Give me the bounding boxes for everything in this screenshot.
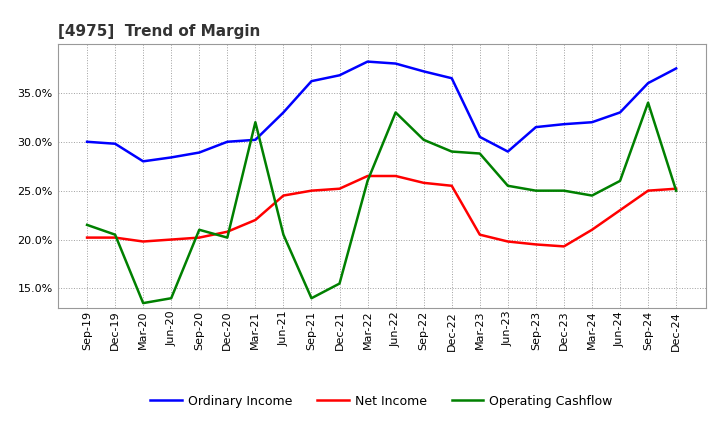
Legend: Ordinary Income, Net Income, Operating Cashflow: Ordinary Income, Net Income, Operating C… (145, 390, 618, 413)
Operating Cashflow (279, 232, 288, 237)
Operating Cashflow (364, 178, 372, 183)
Net Income (111, 235, 120, 240)
Ordinary Income (83, 139, 91, 144)
Operating Cashflow (588, 193, 596, 198)
Ordinary Income (279, 110, 288, 115)
Net Income (391, 173, 400, 179)
Net Income (223, 229, 232, 235)
Net Income (307, 188, 316, 193)
Net Income (167, 237, 176, 242)
Ordinary Income (391, 61, 400, 66)
Ordinary Income (195, 150, 204, 155)
Operating Cashflow (419, 137, 428, 143)
Operating Cashflow (391, 110, 400, 115)
Operating Cashflow (139, 301, 148, 306)
Ordinary Income (588, 120, 596, 125)
Net Income (139, 239, 148, 244)
Ordinary Income (419, 69, 428, 74)
Operating Cashflow (336, 281, 344, 286)
Operating Cashflow (195, 227, 204, 232)
Net Income (616, 208, 624, 213)
Operating Cashflow (251, 120, 260, 125)
Net Income (588, 227, 596, 232)
Net Income (672, 186, 680, 191)
Ordinary Income (503, 149, 512, 154)
Ordinary Income (223, 139, 232, 144)
Operating Cashflow (447, 149, 456, 154)
Net Income (195, 235, 204, 240)
Operating Cashflow (503, 183, 512, 188)
Net Income (503, 239, 512, 244)
Ordinary Income (111, 141, 120, 147)
Text: [4975]  Trend of Margin: [4975] Trend of Margin (58, 24, 260, 39)
Ordinary Income (336, 73, 344, 78)
Ordinary Income (531, 125, 540, 130)
Net Income (336, 186, 344, 191)
Line: Net Income: Net Income (87, 176, 676, 246)
Net Income (531, 242, 540, 247)
Ordinary Income (307, 78, 316, 84)
Ordinary Income (475, 134, 484, 139)
Net Income (279, 193, 288, 198)
Ordinary Income (251, 137, 260, 143)
Net Income (644, 188, 652, 193)
Operating Cashflow (475, 151, 484, 156)
Net Income (419, 180, 428, 186)
Net Income (83, 235, 91, 240)
Operating Cashflow (531, 188, 540, 193)
Operating Cashflow (83, 222, 91, 227)
Operating Cashflow (223, 235, 232, 240)
Ordinary Income (644, 81, 652, 86)
Net Income (475, 232, 484, 237)
Net Income (559, 244, 568, 249)
Net Income (251, 217, 260, 223)
Ordinary Income (139, 159, 148, 164)
Operating Cashflow (111, 232, 120, 237)
Operating Cashflow (616, 178, 624, 183)
Operating Cashflow (307, 296, 316, 301)
Operating Cashflow (167, 296, 176, 301)
Line: Operating Cashflow: Operating Cashflow (87, 103, 676, 303)
Ordinary Income (447, 76, 456, 81)
Operating Cashflow (672, 188, 680, 193)
Net Income (447, 183, 456, 188)
Ordinary Income (616, 110, 624, 115)
Line: Ordinary Income: Ordinary Income (87, 62, 676, 161)
Ordinary Income (167, 155, 176, 160)
Ordinary Income (559, 121, 568, 127)
Operating Cashflow (644, 100, 652, 105)
Ordinary Income (672, 66, 680, 71)
Operating Cashflow (559, 188, 568, 193)
Ordinary Income (364, 59, 372, 64)
Net Income (364, 173, 372, 179)
